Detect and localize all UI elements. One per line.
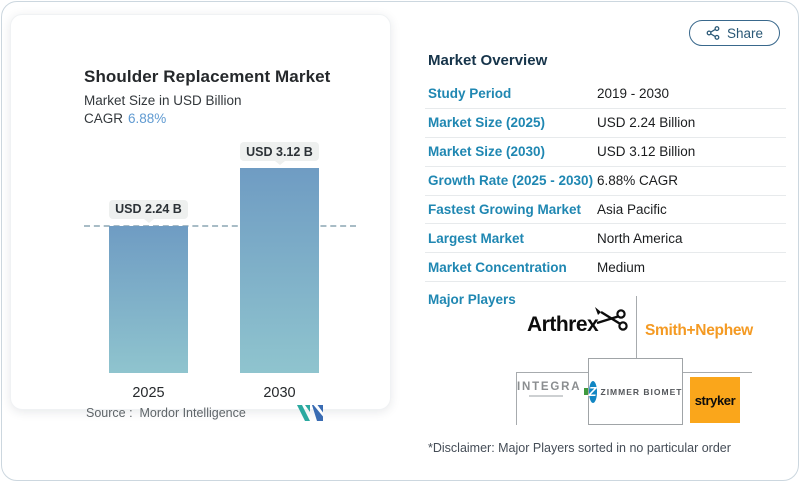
bar-value-label-2030: USD 3.12 B — [240, 142, 319, 161]
zimmer-wordmark: ZIMMER BIOMET — [600, 386, 683, 397]
row-label: Market Size (2030) — [428, 144, 546, 160]
players-divider-vertical — [636, 296, 637, 358]
reference-dashed-line — [84, 224, 356, 227]
bar-value-text: USD 3.12 B — [246, 144, 313, 159]
bar-value-text: USD 2.24 B — [115, 202, 182, 217]
mordor-intelligence-logo-icon — [297, 405, 323, 421]
players-divider-horizontal-right — [683, 372, 752, 373]
table-row: Market Concentration Medium — [425, 253, 786, 283]
source-label: Source : — [86, 406, 133, 420]
market-overview-heading: Market Overview — [428, 52, 548, 69]
arthrex-logo: Arthrex — [527, 307, 628, 337]
players-divider-vertical-left — [516, 372, 517, 425]
x-axis-label-2030: 2030 — [263, 385, 296, 401]
cagr-line: CAGR 6.88% — [84, 111, 166, 126]
bar-plot: USD 2.24 B USD 3.12 B 2025 2030 — [84, 142, 356, 401]
source-attribution: Source : Mordor Intelligence — [86, 406, 246, 420]
major-players-label: Major Players — [428, 292, 516, 307]
scissors-icon — [595, 307, 628, 331]
row-label: Market Size (2025) — [428, 115, 546, 131]
zimmer-biomet-logo: Z ZIMMER BIOMET — [588, 358, 683, 425]
share-button-label: Share — [726, 25, 764, 41]
source-brand: Mordor Intelligence — [139, 406, 246, 420]
players-disclaimer: *Disclaimer: Major Players sorted in no … — [428, 441, 731, 455]
table-row: Fastest Growing Market Asia Pacific — [425, 196, 786, 225]
integra-logo: INTEGRA — [517, 379, 597, 403]
cagr-value: 6.88% — [128, 111, 167, 126]
row-value: Asia Pacific — [597, 202, 667, 217]
row-label: Fastest Growing Market — [428, 202, 582, 217]
bar-2025[interactable] — [109, 225, 188, 373]
table-row: Market Size (2025) USD 2.24 Billion — [425, 109, 786, 138]
chart-subtitle: Market Size in USD Billion — [84, 93, 242, 108]
x-axis-label-2025: 2025 — [132, 385, 165, 401]
smith-nephew-logo: Smith+Nephew — [645, 322, 753, 339]
share-button[interactable]: Share — [689, 20, 780, 46]
integra-wordmark: INTEGRA — [517, 381, 582, 393]
market-overview-table: Study Period 2019 - 2030 Market Size (20… — [425, 80, 786, 283]
row-label: Largest Market — [428, 230, 525, 246]
row-value: USD 2.24 Billion — [597, 115, 696, 131]
cagr-label: CAGR — [84, 111, 124, 126]
table-row: Study Period 2019 - 2030 — [425, 80, 786, 109]
chart-title: Shoulder Replacement Market — [84, 67, 331, 86]
stryker-wordmark: stryker — [694, 392, 736, 408]
table-row: Largest Market North America — [425, 224, 786, 254]
bar-value-label-2025: USD 2.24 B — [109, 199, 188, 219]
bar-2030[interactable] — [240, 168, 319, 373]
table-row: Market Size (2030) USD 3.12 Billion — [425, 138, 786, 167]
row-value: North America — [597, 230, 683, 246]
market-chart-card: Shoulder Replacement Market Market Size … — [10, 14, 391, 421]
arthrex-wordmark: Arthrex — [527, 313, 599, 336]
table-row: Growth Rate (2025 - 2030) 6.88% CAGR — [425, 167, 786, 196]
row-label: Growth Rate (2025 - 2030) — [428, 173, 594, 189]
row-value: 2019 - 2030 — [597, 86, 670, 102]
stryker-logo: stryker — [690, 377, 740, 423]
row-value: USD 3.12 Billion — [597, 144, 696, 160]
share-icon — [706, 26, 720, 40]
players-divider-horizontal-left — [516, 372, 588, 373]
row-label: Market Concentration — [428, 259, 567, 275]
row-value: 6.88% CAGR — [597, 173, 679, 189]
row-label: Study Period — [428, 86, 512, 102]
row-value: Medium — [597, 259, 646, 275]
zimmer-z-icon: Z — [588, 380, 597, 403]
integra-subtext-line — [529, 395, 563, 397]
